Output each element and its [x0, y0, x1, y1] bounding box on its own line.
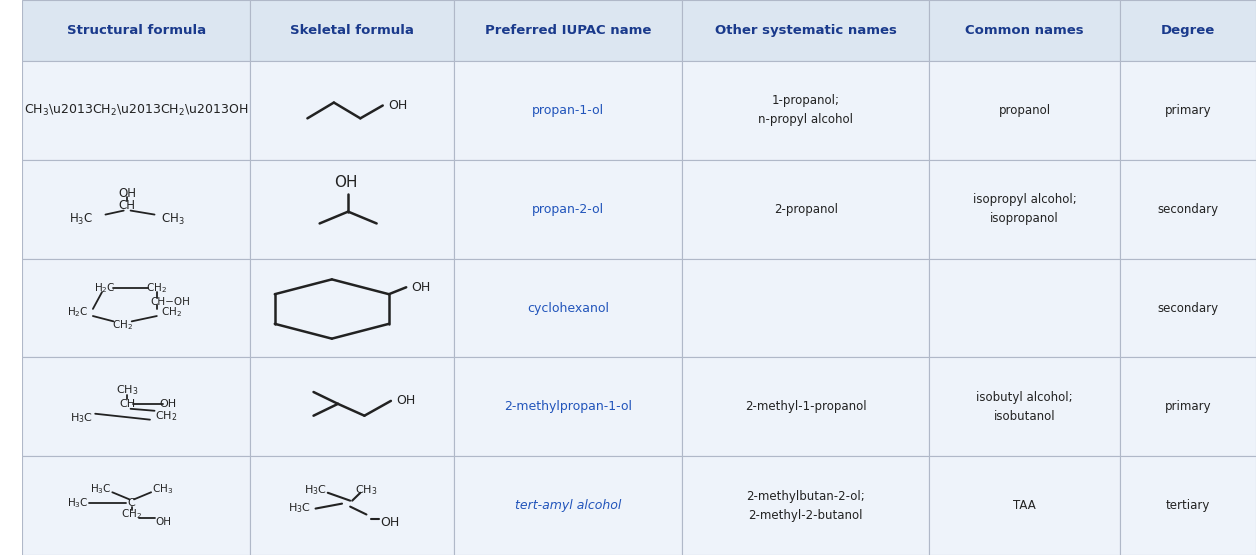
- Text: OH: OH: [411, 281, 431, 294]
- Text: isopropyl alcohol;
isopropanol: isopropyl alcohol; isopropanol: [973, 193, 1076, 225]
- Text: CH$_2$: CH$_2$: [154, 409, 177, 422]
- Bar: [682, 61, 929, 160]
- Text: CH$_3$: CH$_3$: [355, 483, 378, 497]
- Text: primary: primary: [1164, 104, 1212, 117]
- Bar: [929, 259, 1120, 357]
- Text: Skeletal formula: Skeletal formula: [290, 24, 414, 37]
- Text: H$_3$C: H$_3$C: [67, 496, 88, 510]
- Bar: [250, 61, 453, 160]
- Bar: [23, 357, 250, 456]
- Text: isobutyl alcohol;
isobutanol: isobutyl alcohol; isobutanol: [976, 391, 1073, 423]
- Text: 2-methylbutan-2-ol;
2-methyl-2-butanol: 2-methylbutan-2-ol; 2-methyl-2-butanol: [746, 490, 865, 522]
- Bar: [1120, 259, 1256, 357]
- Text: H$_2$C: H$_2$C: [93, 281, 116, 295]
- Bar: [250, 357, 453, 456]
- Bar: [929, 0, 1120, 61]
- Bar: [250, 0, 453, 61]
- Text: OH: OH: [156, 517, 172, 527]
- Text: OH: OH: [160, 399, 177, 409]
- Bar: [453, 0, 682, 61]
- Bar: [1120, 357, 1256, 456]
- Text: secondary: secondary: [1158, 203, 1218, 216]
- Text: CH$_3$: CH$_3$: [116, 383, 138, 397]
- Bar: [23, 456, 250, 555]
- Text: OH: OH: [381, 516, 399, 529]
- Bar: [453, 160, 682, 259]
- Text: CH$_2$: CH$_2$: [122, 508, 142, 521]
- Text: H$_3$C: H$_3$C: [304, 483, 327, 497]
- Bar: [453, 357, 682, 456]
- Bar: [250, 259, 453, 357]
- Bar: [23, 61, 250, 160]
- Text: C: C: [128, 498, 136, 508]
- Bar: [929, 357, 1120, 456]
- Bar: [1120, 61, 1256, 160]
- Text: CH$_2$: CH$_2$: [161, 306, 182, 319]
- Text: CH$_3$\u2013CH$_2$\u2013CH$_2$\u2013OH: CH$_3$\u2013CH$_2$\u2013CH$_2$\u2013OH: [24, 103, 249, 118]
- Text: tertiary: tertiary: [1166, 499, 1211, 512]
- Text: Structural formula: Structural formula: [67, 24, 206, 37]
- Bar: [23, 0, 250, 61]
- Text: CH: CH: [118, 199, 136, 212]
- Text: OH: OH: [118, 186, 136, 200]
- Text: primary: primary: [1164, 400, 1212, 413]
- Text: OH: OH: [396, 395, 416, 407]
- Bar: [453, 61, 682, 160]
- Text: H$_3$C: H$_3$C: [288, 502, 310, 516]
- Text: Common names: Common names: [966, 24, 1084, 37]
- Text: propanol: propanol: [999, 104, 1051, 117]
- Bar: [682, 259, 929, 357]
- Text: secondary: secondary: [1158, 301, 1218, 315]
- Text: cyclohexanol: cyclohexanol: [528, 301, 609, 315]
- Text: H$_3$C: H$_3$C: [89, 482, 112, 496]
- Text: Other systematic names: Other systematic names: [715, 24, 897, 37]
- Bar: [1120, 0, 1256, 61]
- Bar: [250, 160, 453, 259]
- Bar: [929, 456, 1120, 555]
- Text: propan-2-ol: propan-2-ol: [533, 203, 604, 216]
- Text: CH$_3$: CH$_3$: [161, 211, 185, 226]
- Text: H$_2$C: H$_2$C: [67, 306, 88, 319]
- Bar: [682, 456, 929, 555]
- Bar: [250, 456, 453, 555]
- Text: OH: OH: [334, 175, 358, 190]
- Text: OH: OH: [388, 99, 407, 112]
- Bar: [1120, 160, 1256, 259]
- Bar: [682, 357, 929, 456]
- Bar: [682, 160, 929, 259]
- Bar: [23, 160, 250, 259]
- Text: propan-1-ol: propan-1-ol: [533, 104, 604, 117]
- Bar: [929, 160, 1120, 259]
- Text: H$_3$C: H$_3$C: [70, 411, 93, 425]
- Text: H$_3$C: H$_3$C: [69, 211, 93, 226]
- Text: CH$_2$: CH$_2$: [146, 281, 167, 295]
- Text: CH−OH: CH−OH: [151, 297, 191, 307]
- Text: CH$_3$: CH$_3$: [152, 482, 173, 496]
- Text: CH: CH: [119, 399, 136, 409]
- Bar: [453, 259, 682, 357]
- Text: 2-propanol: 2-propanol: [774, 203, 838, 216]
- Bar: [682, 0, 929, 61]
- Bar: [453, 456, 682, 555]
- Bar: [1120, 456, 1256, 555]
- Text: TAA: TAA: [1014, 499, 1036, 512]
- Bar: [23, 259, 250, 357]
- Bar: [929, 61, 1120, 160]
- Text: tert-amyl alcohol: tert-amyl alcohol: [515, 499, 622, 512]
- Text: 2-methylpropan-1-ol: 2-methylpropan-1-ol: [504, 400, 632, 413]
- Text: Degree: Degree: [1161, 24, 1216, 37]
- Text: CH$_2$: CH$_2$: [112, 318, 133, 332]
- Text: 2-methyl-1-propanol: 2-methyl-1-propanol: [745, 400, 867, 413]
- Text: Preferred IUPAC name: Preferred IUPAC name: [485, 24, 652, 37]
- Text: 1-propanol;
n-propyl alcohol: 1-propanol; n-propyl alcohol: [759, 94, 853, 127]
